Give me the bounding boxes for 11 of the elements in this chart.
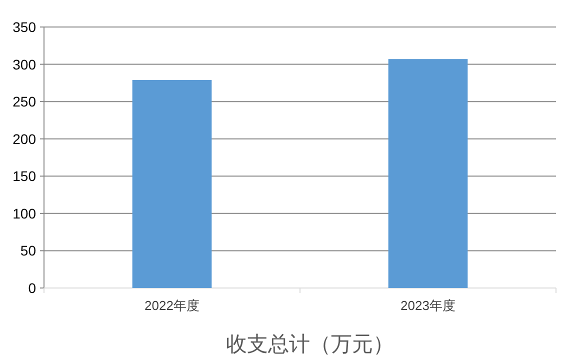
y-tick-label: 300 [12, 56, 36, 72]
y-tick-label: 350 [12, 19, 36, 35]
x-tick-label: 2022年度 [144, 298, 200, 313]
x-tick-label: 2023年度 [400, 298, 456, 313]
x-axis-title: 收支总计（万元） [226, 333, 394, 356]
y-tick-label: 250 [12, 94, 36, 110]
y-tick-label: 150 [12, 168, 36, 184]
y-tick-label: 0 [28, 280, 36, 296]
y-tick-label: 100 [12, 205, 36, 222]
y-tick-label: 50 [20, 242, 36, 259]
y-tick-label: 200 [12, 130, 36, 147]
